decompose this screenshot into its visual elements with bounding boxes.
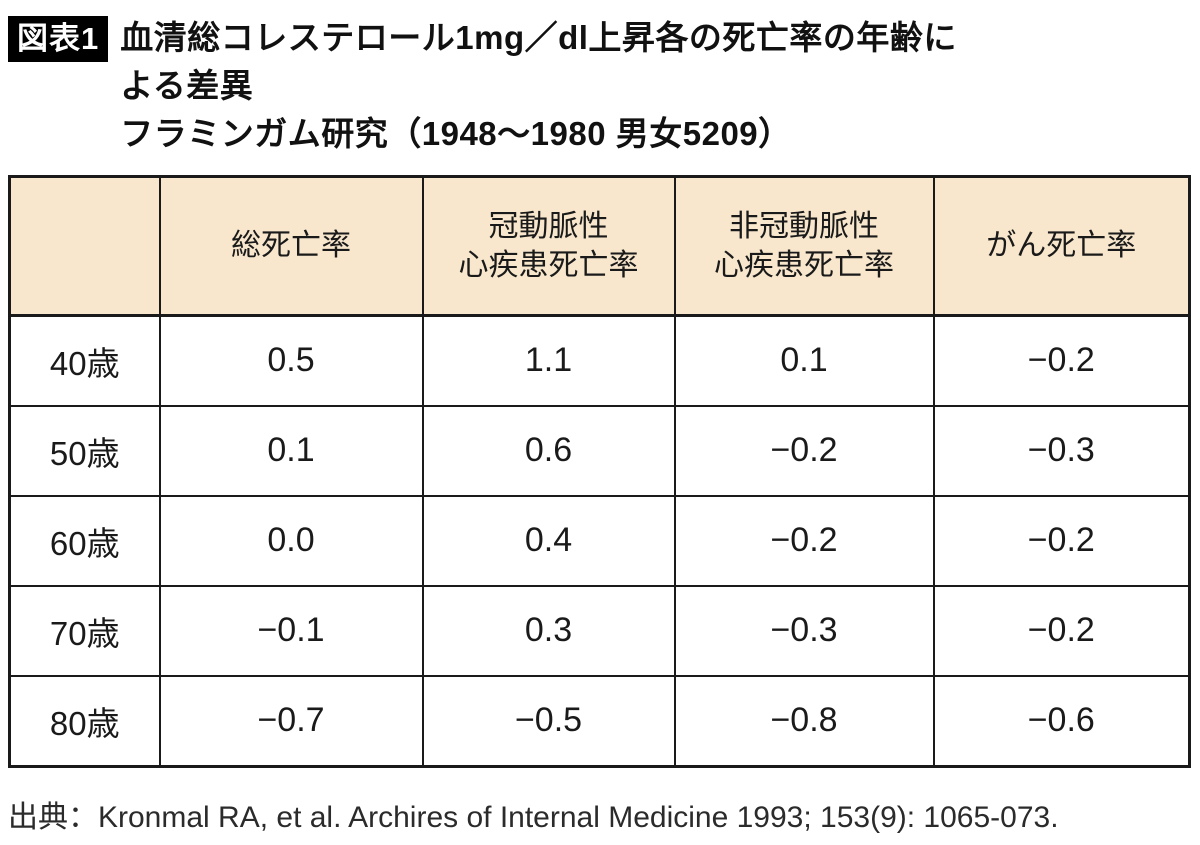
value-cell: 0.4 [421, 494, 676, 587]
value-cell: 0.5 [158, 314, 424, 407]
value-cell: 0.1 [673, 314, 935, 407]
table-row: 80歳 −0.7 −0.5 −0.8 −0.6 [8, 674, 1191, 768]
table-header: 総死亡率 冠動脈性 心疾患死亡率 非冠動脈性 心疾患死亡率 がん死亡率 [8, 175, 1191, 317]
figure-title-line-2: よる差異 [120, 66, 254, 104]
source-citation: 出典：Kronmal RA, et al. Archires of Intern… [8, 800, 1059, 834]
value-cell: −0.5 [421, 674, 676, 768]
age-label: 80歳 [8, 674, 161, 768]
table-row: 50歳 0.1 0.6 −0.2 −0.3 [8, 404, 1191, 497]
value-cell: −0.2 [673, 494, 935, 587]
header-cell-coronary-mortality: 冠動脈性 心疾患死亡率 [421, 175, 676, 317]
figure-header: 図表1 血清総コレステロール1mg／dl上昇各の死亡率の年齢に よる差異 フラミ… [8, 14, 1190, 158]
value-cell: −0.1 [158, 584, 424, 677]
value-cell: 0.0 [158, 494, 424, 587]
header-cell-total-mortality: 総死亡率 [158, 175, 424, 317]
value-cell: −0.8 [673, 674, 935, 768]
age-label: 60歳 [8, 494, 161, 587]
figure-title: 血清総コレステロール1mg／dl上昇各の死亡率の年齢に よる差異 フラミンガム研… [120, 14, 957, 158]
value-cell: 0.6 [421, 404, 676, 497]
value-cell: −0.3 [932, 404, 1191, 497]
value-cell: 0.1 [158, 404, 424, 497]
header-row: 総死亡率 冠動脈性 心疾患死亡率 非冠動脈性 心疾患死亡率 がん死亡率 [8, 175, 1191, 317]
figure-subtitle: フラミンガム研究（1948〜1980 男女5209） [120, 114, 792, 152]
table-row: 60歳 0.0 0.4 −0.2 −0.2 [8, 494, 1191, 587]
header-cell-age [8, 175, 161, 317]
table-row: 70歳 −0.1 0.3 −0.3 −0.2 [8, 584, 1191, 677]
table-row: 40歳 0.5 1.1 0.1 −0.2 [8, 314, 1191, 407]
value-cell: −0.2 [932, 494, 1191, 587]
table-body: 40歳 0.5 1.1 0.1 −0.2 50歳 0.1 0.6 −0.2 −0… [8, 314, 1191, 768]
value-cell: −0.3 [673, 584, 935, 677]
value-cell: −0.6 [932, 674, 1191, 768]
value-cell: −0.2 [673, 404, 935, 497]
age-label: 40歳 [8, 314, 161, 407]
mortality-table: 総死亡率 冠動脈性 心疾患死亡率 非冠動脈性 心疾患死亡率 がん死亡率 40歳 … [8, 174, 1191, 768]
age-label: 50歳 [8, 404, 161, 497]
value-cell: 0.3 [421, 584, 676, 677]
figure-number-badge: 図表1 [8, 16, 109, 62]
figure-title-line-1: 血清総コレステロール1mg／dl上昇各の死亡率の年齢に [120, 19, 957, 56]
value-cell: −0.7 [158, 674, 424, 768]
value-cell: −0.2 [932, 314, 1191, 407]
age-label: 70歳 [8, 584, 161, 677]
header-cell-cancer-mortality: がん死亡率 [932, 175, 1191, 317]
header-cell-noncoronary-mortality: 非冠動脈性 心疾患死亡率 [673, 175, 935, 317]
value-cell: 1.1 [421, 314, 676, 407]
value-cell: −0.2 [932, 584, 1191, 677]
